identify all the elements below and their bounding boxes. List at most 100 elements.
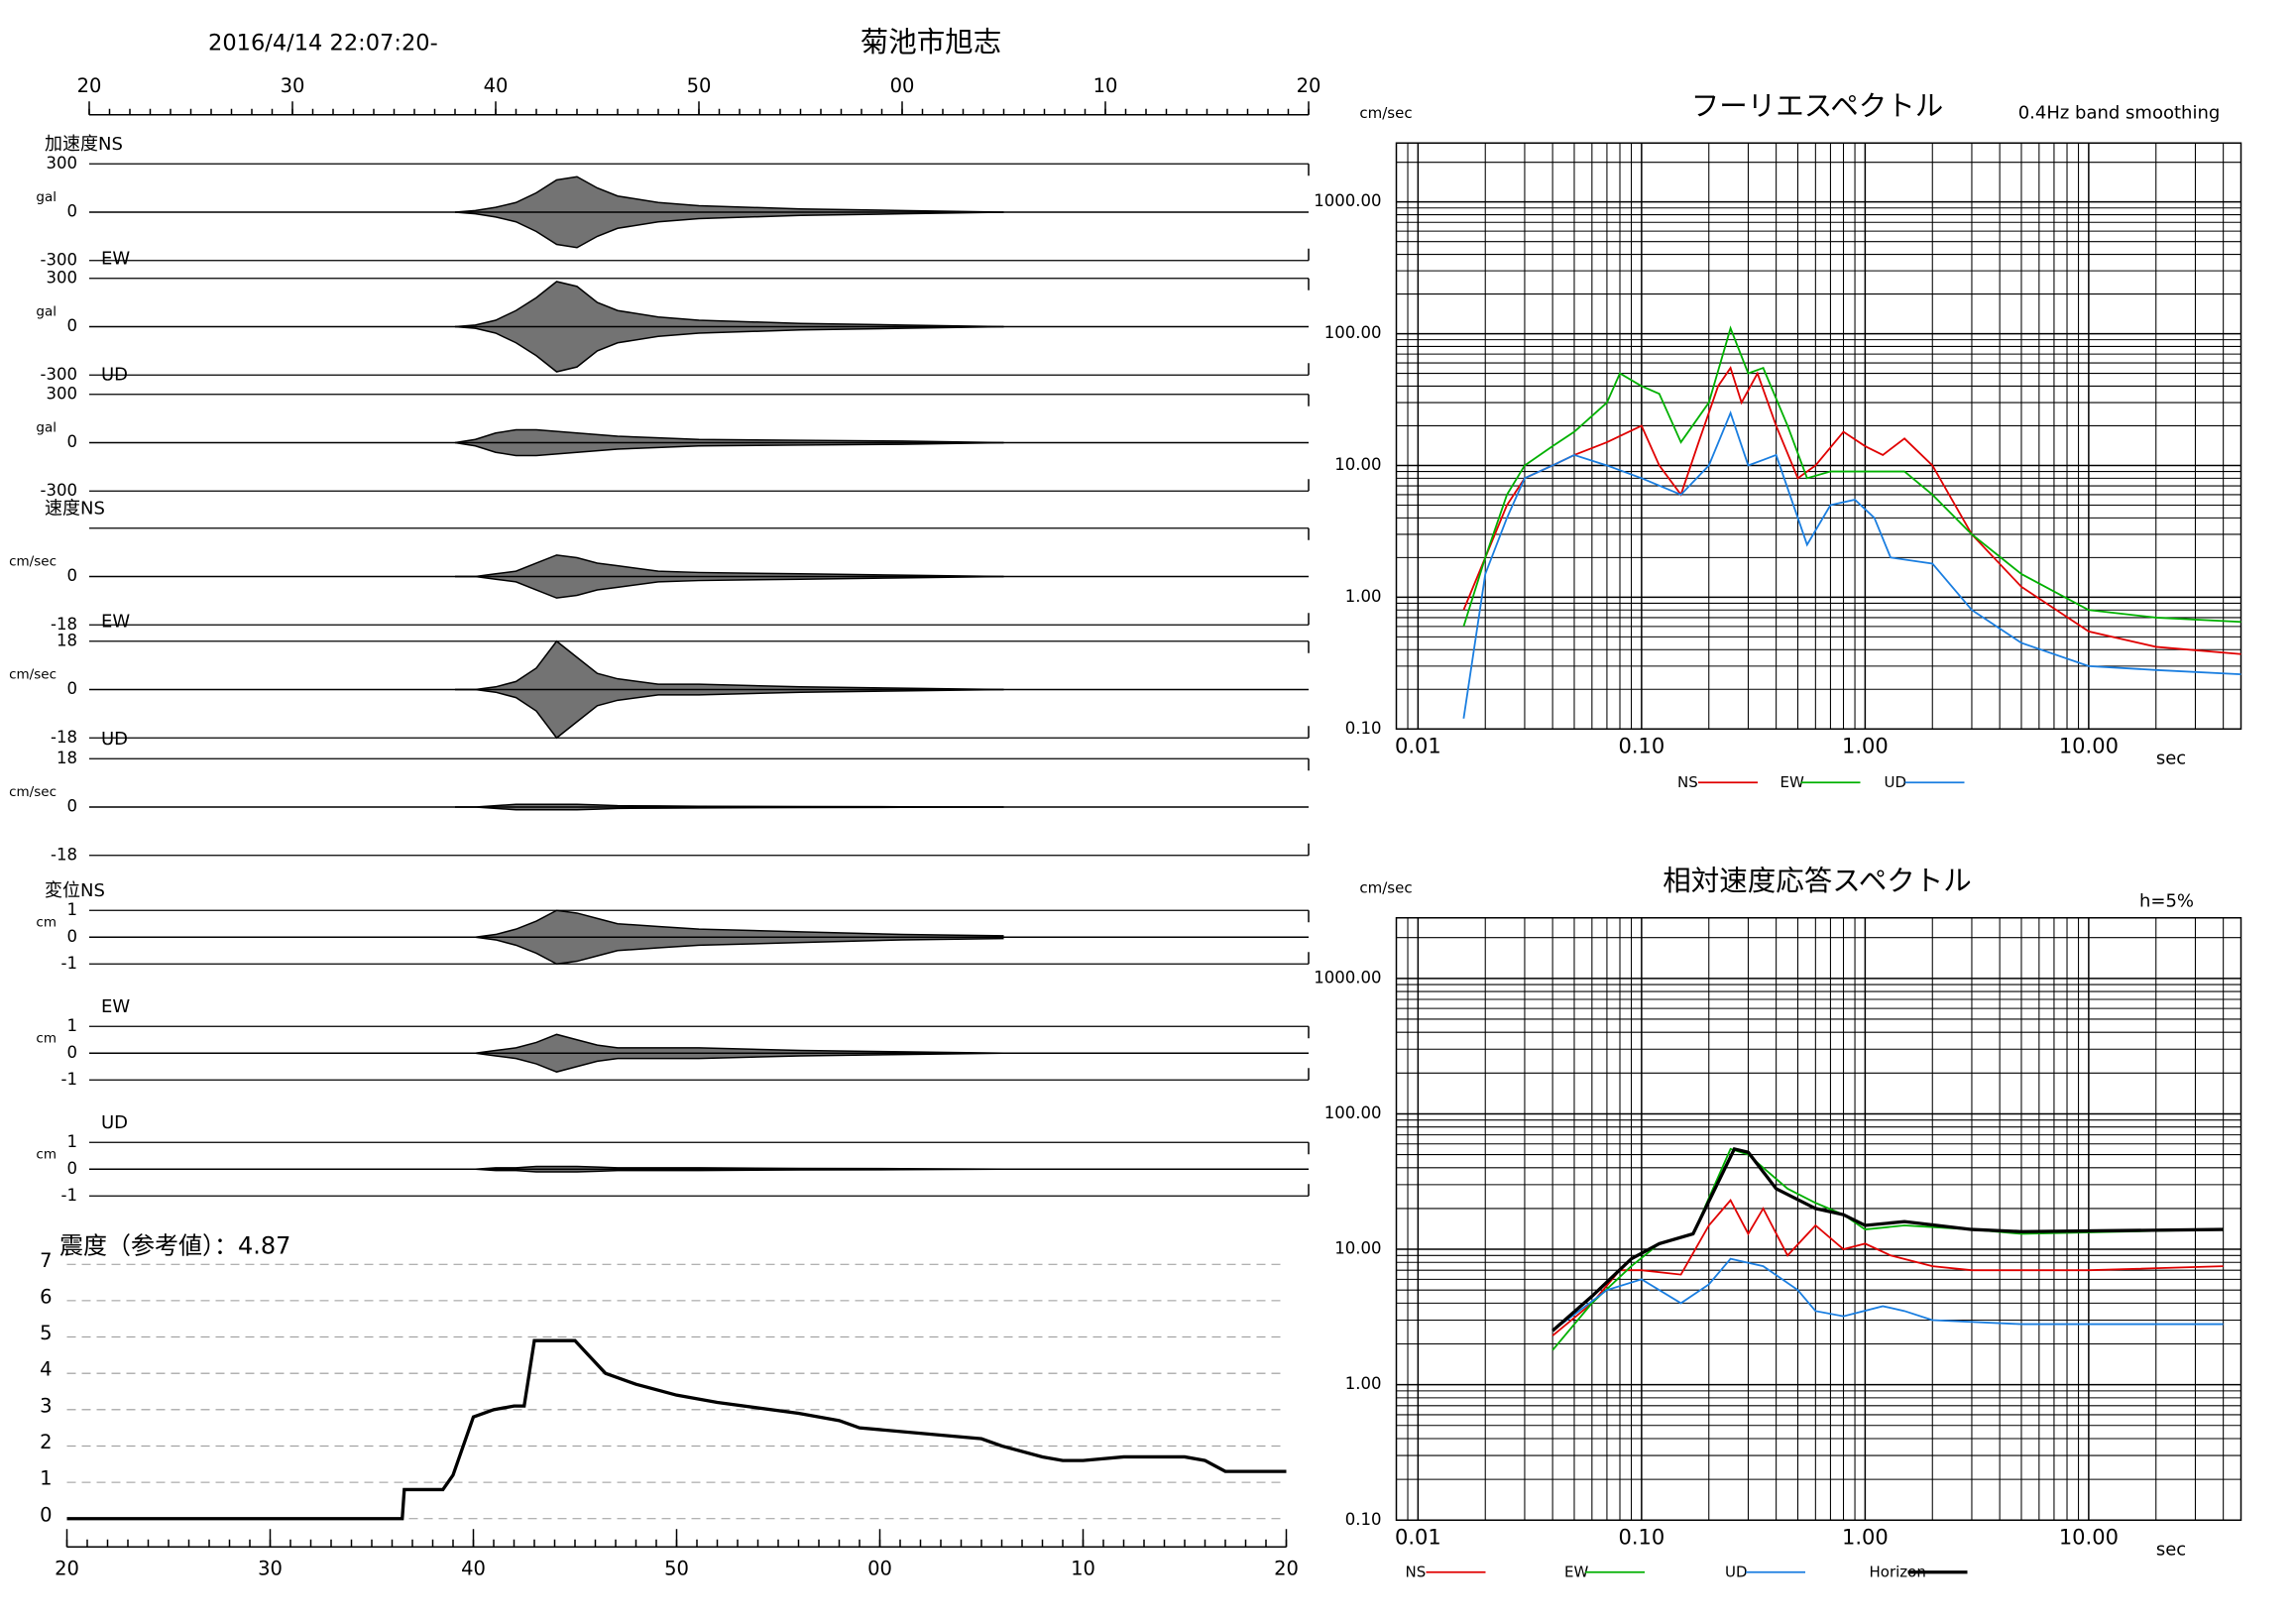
y-tick-label: 1 (67, 900, 78, 919)
y-tick-label: 0 (67, 566, 78, 585)
waveform-lower (454, 325, 1004, 373)
x-tick-label: 1.00 (1842, 1525, 1889, 1549)
chart-title: フーリエスペクトル (1691, 89, 1944, 122)
plot-frame (1395, 142, 2242, 730)
chart-title: 相対速度応答スペクトル (1663, 865, 1972, 897)
waveform-fill (455, 282, 1004, 372)
legend-label: UD (1725, 1563, 1748, 1580)
y-tick-label: 1 (67, 1016, 78, 1035)
record-datetime: 2016/4/14 22:07:20- (208, 30, 438, 56)
y-tick-label: 0 (67, 1043, 78, 1062)
time-tick-label: 00 (890, 74, 915, 97)
y-tick-label: 5 (40, 1322, 52, 1344)
waveform-lower (454, 211, 1004, 249)
y-tick-label: 0 (67, 316, 78, 335)
waveform-fill (455, 1166, 1004, 1172)
y-tick-label: 0 (67, 202, 78, 221)
x-tick-label: 50 (664, 1557, 689, 1579)
trace-unit: cm (36, 1146, 57, 1162)
waveform-lower (455, 688, 1004, 740)
y-tick-label: -300 (41, 481, 77, 500)
time-tick-label: 10 (1093, 74, 1118, 97)
y-tick-label: 1.00 (1345, 587, 1382, 606)
waveform-lower (455, 936, 1004, 966)
y-tick-label: -300 (41, 250, 77, 269)
trace-unit: cm (36, 1030, 57, 1046)
trace-label: 変位NS (45, 880, 105, 901)
plot-frame (1395, 917, 2242, 1521)
waveform-fill (455, 640, 1004, 739)
trace-label: 加速度NS (45, 134, 123, 155)
y-tick-label: -18 (51, 615, 77, 634)
x-tick-label: 10.00 (2059, 1525, 2119, 1549)
legend-label: NS (1406, 1563, 1427, 1580)
y-tick-label: 1000.00 (1314, 968, 1381, 986)
y-tick-label: 0 (67, 1159, 78, 1178)
intensity-line (66, 1338, 1287, 1521)
waveform-upper (455, 803, 1004, 808)
time-tick-label: 50 (687, 74, 712, 97)
time-tick-label: 20 (77, 74, 102, 97)
y-tick-label: -1 (61, 1070, 77, 1089)
y-tick-label: 18 (57, 631, 77, 649)
x-tick-label: 0.01 (1395, 734, 1441, 757)
waveform-fill (455, 429, 1004, 456)
time-tick-label: 20 (1297, 74, 1321, 97)
trace-unit: cm (36, 914, 57, 930)
waveform-upper (454, 428, 1004, 444)
y-tick-label: 3 (40, 1394, 52, 1417)
y-tick-label: 2 (40, 1431, 52, 1453)
spectrum-line (1462, 325, 2241, 628)
y-tick-label: 0 (67, 927, 78, 946)
time-tick-label: 30 (281, 74, 305, 97)
y-tick-label: 6 (40, 1285, 52, 1308)
waveform-upper (455, 909, 1004, 938)
trace-unit: gal (36, 304, 57, 320)
trace-label: UD (101, 364, 128, 385)
x-unit: sec (2156, 748, 2186, 768)
y-tick-label: 7 (40, 1249, 52, 1272)
y-tick-label: -1 (61, 954, 77, 973)
waveform-upper (455, 554, 1004, 578)
waveform-upper (455, 1033, 1004, 1054)
waveform-fill (455, 176, 1004, 248)
y-tick-label: 1.00 (1345, 1374, 1382, 1393)
trace-label: EW (101, 996, 130, 1017)
y-tick-label: 100.00 (1324, 1103, 1382, 1122)
y-tick-label: 300 (47, 154, 78, 173)
x-tick-label: 20 (55, 1557, 79, 1579)
spectrum-line (1462, 410, 2241, 719)
x-tick-label: 40 (461, 1557, 486, 1579)
y-tick-label: 300 (47, 268, 78, 287)
y-unit: cm/sec (1359, 878, 1412, 896)
chart-title: 震度（参考値）：4.87 (59, 1231, 290, 1259)
y-tick-label: 0.10 (1345, 719, 1382, 738)
waveform-fill (455, 910, 1004, 965)
x-unit: sec (2156, 1539, 2186, 1560)
trace-label: UD (101, 1112, 128, 1133)
waveform-lower (455, 1052, 1004, 1073)
trace-label: EW (101, 248, 130, 269)
waveform-upper (454, 175, 1004, 213)
x-tick-label: 0.10 (1618, 1525, 1665, 1549)
x-tick-label: 20 (1274, 1557, 1299, 1579)
waveform-upper (455, 1165, 1004, 1170)
waveform-lower (455, 806, 1004, 811)
x-tick-label: 30 (258, 1557, 283, 1579)
x-tick-label: 0.10 (1618, 734, 1665, 757)
legend-label: EW (1564, 1563, 1588, 1580)
trace-label: 速度NS (45, 498, 105, 519)
y-tick-label: 18 (57, 749, 77, 767)
station-name: 菊池市旭志 (861, 26, 1002, 58)
y-tick-label: 0 (67, 432, 78, 451)
y-unit: cm/sec (1359, 104, 1412, 122)
trace-unit: cm/sec (9, 784, 57, 800)
y-tick-label: 0.10 (1345, 1510, 1382, 1529)
waveform-upper (454, 281, 1004, 328)
y-tick-label: 0 (40, 1503, 52, 1526)
y-tick-label: -18 (51, 728, 77, 747)
legend-label: NS (1677, 773, 1698, 791)
waveform-lower (455, 575, 1004, 599)
y-tick-label: 4 (40, 1358, 52, 1381)
